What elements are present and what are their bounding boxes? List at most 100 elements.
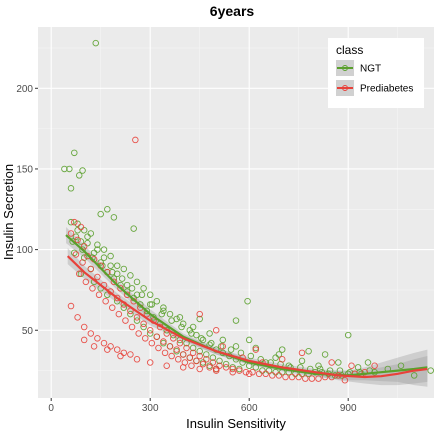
data-point-prediabetes — [94, 273, 101, 281]
x-tick-label: 900 — [340, 403, 357, 414]
data-point-ngt — [146, 330, 154, 337]
data-point-prediabetes — [95, 291, 103, 299]
data-point-prediabetes — [160, 338, 167, 345]
data-point-ngt — [94, 246, 101, 253]
data-point-prediabetes — [361, 368, 368, 376]
data-point-prediabetes — [183, 344, 190, 352]
data-point-prediabetes — [255, 370, 263, 378]
legend-items: NGT Prediabetes — [336, 60, 413, 96]
legend: class NGT Prediabetes — [328, 38, 424, 108]
data-point-prediabetes — [308, 375, 316, 382]
data-point-ngt — [71, 249, 78, 257]
data-point-ngt — [305, 347, 312, 355]
data-point-prediabetes — [94, 335, 101, 342]
data-point-prediabetes — [115, 310, 123, 318]
legend-label-ngt: NGT — [360, 64, 381, 75]
data-point-ngt — [108, 268, 116, 276]
data-point-prediabetes — [189, 349, 197, 357]
data-point-ngt — [247, 352, 255, 360]
data-point-prediabetes — [71, 218, 78, 226]
data-point-ngt — [133, 278, 141, 286]
data-points — [61, 39, 434, 384]
data-point-prediabetes — [140, 320, 147, 328]
data-point-ngt — [160, 307, 167, 315]
data-point-ngt — [80, 226, 88, 234]
data-point-prediabetes — [89, 285, 96, 292]
data-point-prediabetes — [133, 356, 141, 363]
data-point-ngt — [227, 346, 235, 353]
data-point-prediabetes — [155, 344, 162, 352]
data-point-prediabetes — [108, 304, 116, 311]
data-point-prediabetes — [80, 243, 88, 250]
chart-title: 6years — [210, 3, 255, 19]
data-point-prediabetes — [67, 302, 75, 310]
data-point-prediabetes — [127, 351, 134, 358]
data-point-ngt — [133, 291, 141, 299]
data-point-prediabetes — [75, 270, 83, 278]
data-point-ngt — [120, 265, 128, 273]
data-point-prediabetes — [196, 352, 203, 360]
data-point-ngt — [166, 310, 174, 318]
data-point-ngt — [67, 218, 75, 226]
data-point-ngt — [397, 362, 405, 369]
data-point-prediabetes — [298, 349, 306, 357]
data-point-prediabetes — [174, 356, 182, 363]
data-point-prediabetes — [104, 346, 111, 353]
data-point-ngt — [104, 291, 111, 299]
data-point-ngt — [127, 310, 134, 318]
data-point-prediabetes — [196, 365, 203, 373]
data-point-prediabetes — [128, 323, 136, 331]
data-point-prediabetes — [295, 373, 302, 381]
data-point-ngt — [189, 323, 197, 331]
data-point-ngt — [186, 327, 194, 334]
data-point-prediabetes — [67, 230, 75, 237]
data-point-prediabetes — [80, 336, 88, 344]
data-point-ngt — [66, 165, 73, 173]
data-point-prediabetes — [203, 356, 210, 363]
data-point-ngt — [315, 362, 322, 369]
data-point-prediabetes — [173, 346, 180, 353]
data-point-ngt — [67, 185, 75, 192]
data-point-ngt — [92, 39, 99, 47]
fit-line-prediabetes — [66, 255, 428, 379]
y-tick-label: 100 — [16, 245, 33, 256]
data-point-prediabetes — [123, 291, 131, 299]
data-point-prediabetes — [186, 354, 194, 361]
data-point-ngt — [84, 239, 91, 247]
data-point-prediabetes — [161, 349, 169, 357]
data-point-prediabetes — [82, 278, 90, 286]
fit-lines — [65, 234, 428, 379]
data-point-ngt — [219, 336, 227, 344]
data-point-prediabetes — [212, 327, 220, 334]
data-point-ngt — [133, 317, 141, 324]
data-point-ngt — [244, 297, 251, 305]
data-point-ngt — [160, 304, 167, 311]
data-point-prediabetes — [141, 335, 149, 342]
data-point-prediabetes — [222, 364, 230, 371]
legend-marker-ngt — [342, 65, 348, 71]
data-point-prediabetes — [242, 368, 250, 376]
legend-marker-prediabetes — [342, 85, 348, 91]
x-tick-label: 600 — [241, 403, 258, 414]
data-point-prediabetes — [209, 359, 217, 366]
data-point-prediabetes — [179, 351, 187, 358]
data-point-ngt — [113, 262, 121, 269]
data-point-ngt — [74, 226, 81, 234]
y-tick-label: 150 — [16, 164, 33, 175]
data-point-ngt — [216, 357, 223, 365]
data-point-prediabetes — [328, 359, 335, 366]
data-point-ngt — [100, 254, 108, 261]
data-point-ngt — [275, 351, 283, 358]
data-point-prediabetes — [79, 259, 86, 266]
data-point-prediabetes — [275, 372, 283, 379]
data-point-prediabetes — [72, 251, 80, 258]
data-point-ngt — [209, 354, 217, 361]
data-point-ngt — [138, 291, 146, 299]
data-point-prediabetes — [163, 362, 170, 369]
data-point-ngt — [206, 330, 213, 337]
data-point-ngt — [344, 331, 352, 339]
data-point-ngt — [272, 354, 279, 361]
data-point-prediabetes — [77, 223, 85, 231]
